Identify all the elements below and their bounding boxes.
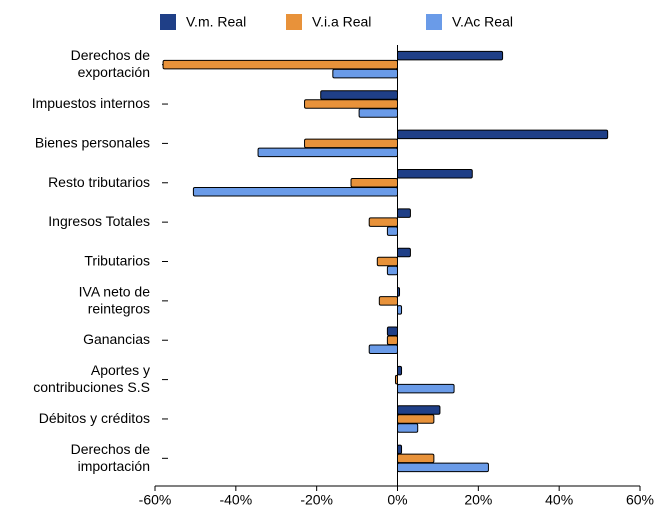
bar (320, 90, 399, 100)
x-tick-label: -20% (300, 492, 333, 506)
bar (397, 247, 411, 258)
bar (162, 59, 398, 70)
bar (397, 423, 419, 433)
bar (397, 383, 455, 394)
bar (358, 108, 398, 118)
bar (397, 208, 411, 218)
bar (397, 365, 403, 376)
legend-label: V.i.a Real (312, 14, 371, 30)
bar (257, 147, 398, 158)
y-tick-label: Derechos de exportación (71, 47, 151, 80)
bar (397, 405, 441, 415)
bar (192, 187, 398, 197)
y-tick-label: Impuestos internos (32, 95, 150, 111)
y-tick-label: Bienes personales (35, 134, 150, 150)
bar (386, 265, 399, 276)
y-tick-label: Ingresos Totales (48, 213, 150, 229)
legend-label: V.Ac Real (452, 14, 513, 30)
bar (376, 256, 398, 267)
bar (397, 129, 609, 140)
x-tick-label: 40% (545, 492, 573, 506)
y-tick-label: Derechos de importación (71, 441, 151, 474)
bar (386, 326, 399, 336)
bar (397, 50, 504, 61)
bar (368, 217, 399, 227)
bar (397, 305, 403, 315)
bar (397, 169, 473, 179)
x-tick-label: 60% (626, 492, 654, 506)
x-tick-label: -40% (219, 492, 252, 506)
y-tick-label: Ganancias (83, 331, 150, 347)
legend-swatch (286, 14, 302, 30)
legend-swatch (426, 14, 442, 30)
legend-swatch (160, 14, 176, 30)
legend-label: V.m. Real (186, 14, 246, 30)
bar (304, 138, 398, 149)
bar (397, 462, 489, 473)
bar (332, 68, 399, 79)
bar (350, 178, 399, 188)
bar (304, 99, 398, 109)
bar (378, 296, 398, 306)
bar (386, 335, 399, 345)
bar (368, 344, 399, 354)
y-tick-label: IVA neto de reintegros (79, 283, 151, 316)
bar (397, 453, 435, 464)
bar (397, 414, 435, 424)
y-tick-label: Resto tributarios (48, 173, 150, 189)
bar (397, 444, 403, 455)
x-tick-label: 0% (387, 492, 407, 506)
x-tick-label: -60% (139, 492, 172, 506)
y-tick-label: Débitos y créditos (39, 410, 150, 426)
y-tick-label: Aportes y contribuciones S.S (33, 362, 150, 395)
bar (386, 226, 399, 236)
x-tick-label: 20% (464, 492, 492, 506)
y-tick-label: Tributarios (84, 252, 150, 268)
